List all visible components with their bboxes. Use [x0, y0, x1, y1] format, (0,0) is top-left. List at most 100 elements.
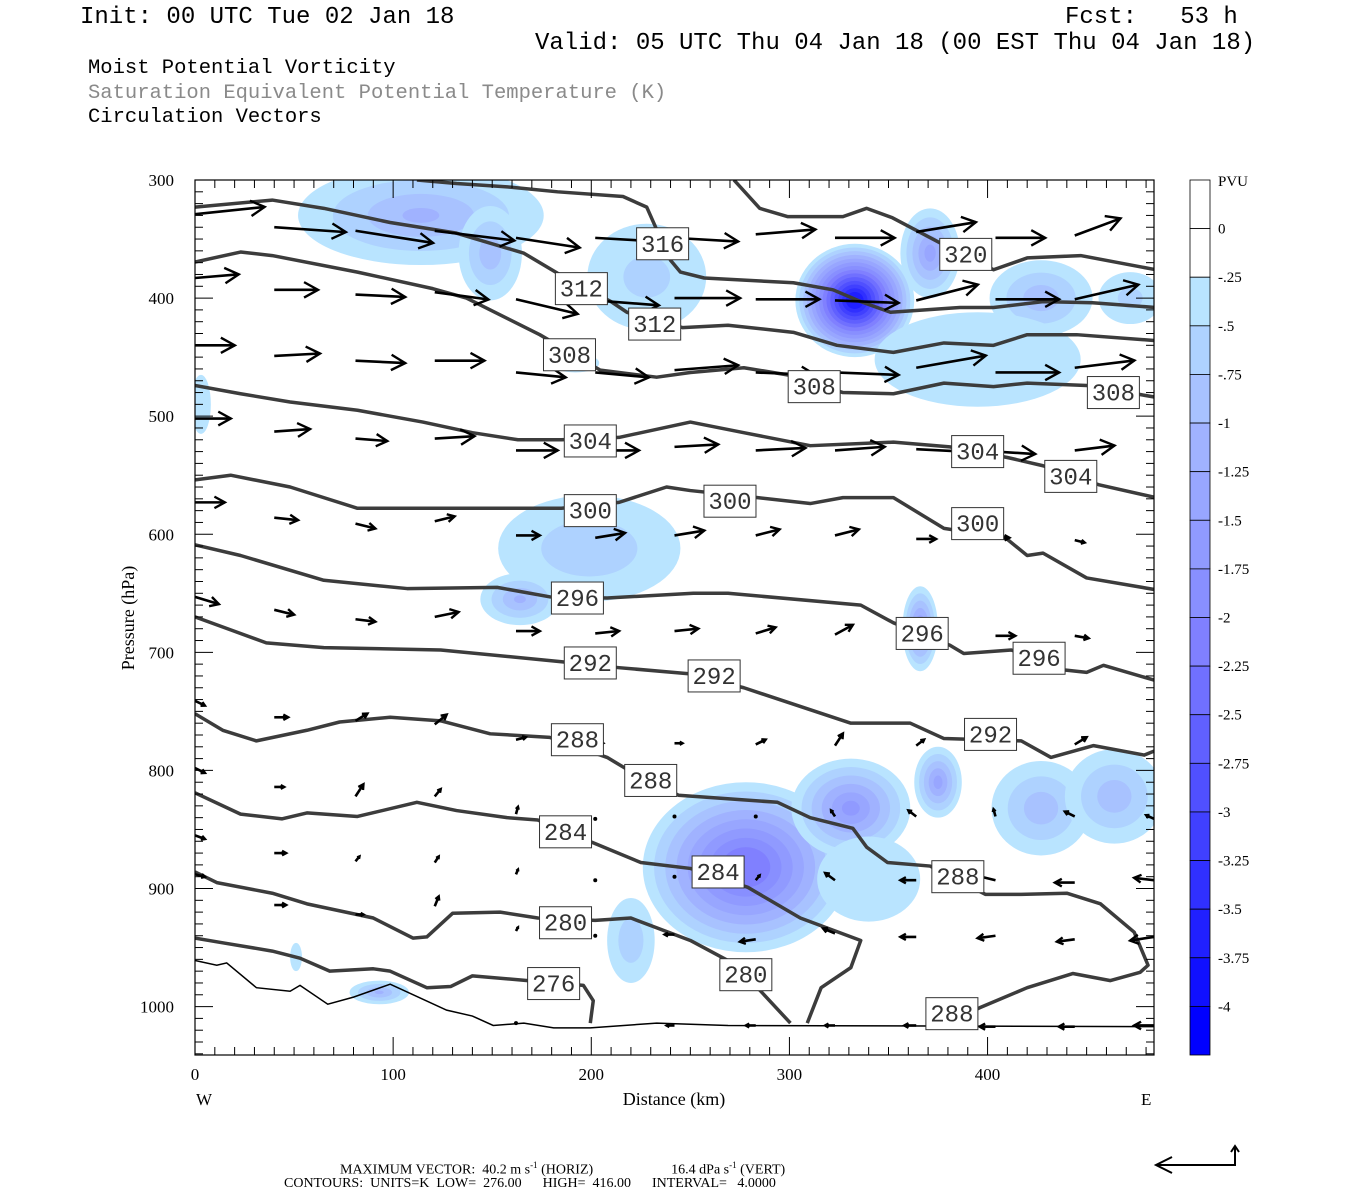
contour-label-box: [931, 860, 985, 894]
vector-arrow: [1127, 933, 1154, 946]
vector-arrow: [906, 808, 918, 818]
vector-arrow: [755, 439, 808, 458]
vector-arrow: [434, 351, 487, 370]
contour-label: 280: [539, 906, 593, 940]
vector-shaft: [595, 629, 620, 635]
x-tick-label: 300: [777, 1065, 803, 1084]
vector-head: [897, 932, 907, 942]
axes: 0 100 200 300 400 300 400 500 600 700 800 900 1000: [140, 171, 1155, 1084]
theta-contour-280: [195, 870, 792, 1025]
colorbar-bin: [1189, 471, 1211, 521]
vector-head: [208, 596, 222, 608]
vector-shaft: [916, 220, 977, 234]
vector-shaft: [1056, 937, 1075, 944]
vector-shaft: [834, 623, 854, 636]
vector-head: [692, 525, 707, 539]
vector-arrow: [515, 236, 583, 255]
vector-shaft: [915, 283, 979, 302]
vector-head: [1044, 290, 1062, 309]
vector-head: [303, 281, 321, 299]
vector-head: [723, 232, 741, 250]
vector-arrow: [274, 345, 323, 363]
vector-arrow: [995, 630, 1018, 641]
contour-label-box: [1044, 459, 1098, 493]
colorbar-bin: [1189, 762, 1211, 813]
vector-arrow: [834, 623, 856, 636]
theta-contours: [195, 180, 1154, 1025]
vector-head: [761, 738, 768, 744]
vector-arrow: [916, 534, 939, 544]
contour-label-text: 292: [693, 665, 736, 692]
contour-label: 300: [563, 494, 617, 528]
vector-head: [804, 290, 822, 309]
vector-arrow: [355, 433, 390, 448]
vector-shaft: [355, 229, 434, 245]
vector-shaft: [515, 236, 580, 249]
vector-arrow: [1074, 353, 1137, 371]
vector-head: [1007, 630, 1018, 641]
theta-contour-296: [195, 543, 1154, 682]
vector-head: [849, 525, 862, 537]
vector-head: [800, 221, 818, 240]
colorbar-bin: [1189, 714, 1211, 764]
vector-head: [1131, 873, 1142, 884]
x-axis-title: Distance (km): [623, 1089, 725, 1110]
contour-label-text: 280: [544, 912, 587, 939]
vector-arrow: [915, 738, 927, 747]
vector-arrow: [433, 894, 441, 907]
vector-shaft: [755, 626, 777, 635]
vector-arrow: [755, 221, 818, 240]
y-tick-label: 300: [149, 171, 175, 190]
vector-head: [1099, 438, 1118, 456]
vector-head: [521, 735, 529, 741]
pv-feature: [349, 980, 409, 1005]
vector-head: [725, 289, 743, 307]
contour-label-text: 288: [629, 769, 672, 796]
vector-shaft: [274, 225, 346, 234]
vector-arrow: [355, 911, 366, 918]
vector-head: [723, 357, 741, 375]
vector-shaft: [739, 937, 756, 944]
vector-arrow: [515, 529, 543, 542]
contour-label-text: 300: [956, 513, 999, 540]
y-axis-title: Pressure (hPa): [118, 566, 139, 670]
vector-head: [790, 439, 808, 458]
vector-shaft: [274, 516, 299, 522]
max-vector-text: MAXIMUM VECTOR: 40.2 m s-1 (HORIZ) 16.4 d…: [340, 1158, 785, 1178]
colorbar-label: -2: [1218, 611, 1231, 627]
vector-arrow: [355, 229, 436, 250]
colorbar-bin: [1189, 908, 1211, 959]
vector-arrow: [1074, 735, 1089, 746]
contour-label: 300: [703, 484, 757, 518]
x-tick-label: 200: [579, 1065, 605, 1084]
vector-head: [360, 911, 366, 918]
contour-label: 296: [550, 581, 604, 615]
vector-head: [361, 712, 370, 719]
vector-arrow: [515, 297, 581, 320]
vector-shaft: [1074, 217, 1121, 237]
contour-label-text: 292: [969, 723, 1012, 750]
contour-label: 304: [1044, 459, 1098, 493]
vector-head: [897, 876, 907, 885]
vector-arrow: [515, 735, 529, 741]
vector-arrow: [274, 901, 289, 909]
contour-label-box: [527, 967, 581, 1001]
vector-arrow: [195, 699, 208, 708]
vector-shaft: [834, 445, 885, 452]
colorbar-label: -1: [1218, 416, 1231, 432]
vector-head: [880, 229, 898, 247]
east-label: E: [1141, 1090, 1151, 1109]
vector-arrow: [834, 229, 898, 247]
contour-label-text: 312: [560, 278, 603, 305]
vector-head: [883, 365, 902, 384]
vector-arrow: [1131, 1020, 1154, 1031]
max-vector-horiz: MAXIMUM VECTOR: 40.2 m s: [340, 1162, 531, 1178]
contour-label: 304: [563, 424, 617, 458]
vector-shaft: [434, 610, 459, 619]
contour-label: 292: [563, 646, 617, 680]
vector-head: [883, 293, 902, 312]
contour-label-text: 300: [708, 490, 751, 517]
vector-arrow: [991, 806, 997, 817]
vector-arrow: [1074, 214, 1123, 237]
